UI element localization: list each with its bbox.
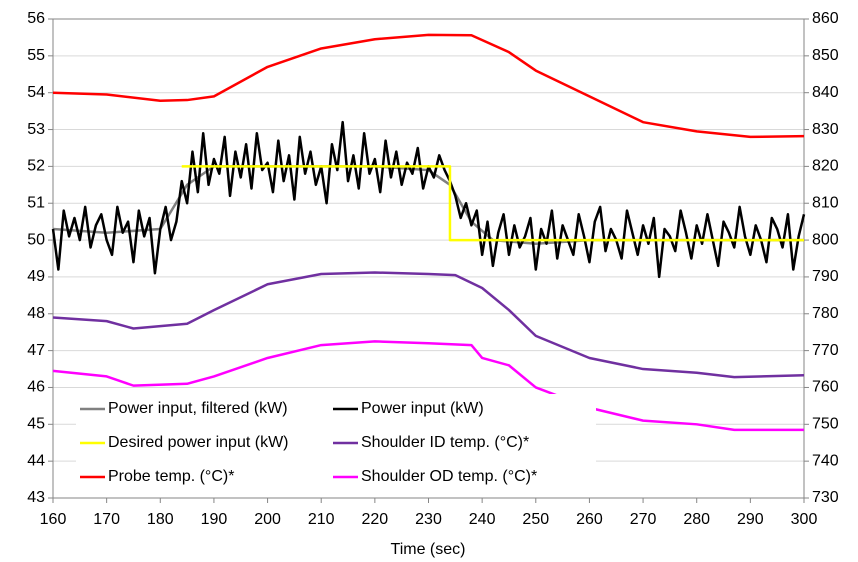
series-line xyxy=(51,120,806,279)
y2-tick-label: 730 xyxy=(812,489,839,506)
legend-label: Power input (kW) xyxy=(361,400,484,417)
y-tick-label: 43 xyxy=(27,489,45,506)
x-tick-label: 160 xyxy=(40,511,67,528)
y2-tick-label: 860 xyxy=(812,10,839,27)
y-tick-label: 51 xyxy=(27,194,45,211)
y2-tick-label: 780 xyxy=(812,305,839,322)
x-tick-label: 290 xyxy=(737,511,764,528)
x-tick-label: 210 xyxy=(308,511,335,528)
legend-label: Probe temp. (°C)* xyxy=(108,468,234,485)
y2-tick-label: 830 xyxy=(812,121,839,138)
x-tick-label: 270 xyxy=(630,511,657,528)
y2-tick-label: 790 xyxy=(812,268,839,285)
y-tick-label: 46 xyxy=(27,379,45,396)
legend-label: Shoulder ID temp. (°C)* xyxy=(361,434,529,451)
y-tick-label: 45 xyxy=(27,416,45,433)
y-tick-label: 55 xyxy=(27,47,45,64)
y2-tick-label: 800 xyxy=(812,231,839,248)
x-tick-label: 220 xyxy=(362,511,389,528)
x-tick-label: 280 xyxy=(683,511,710,528)
y2-tick-label: 850 xyxy=(812,47,839,64)
y-tick-label: 50 xyxy=(27,231,45,248)
series-line xyxy=(52,165,804,246)
x-tick-label: 250 xyxy=(522,511,549,528)
y2-tick-label: 740 xyxy=(812,452,839,469)
x-tick-label: 190 xyxy=(201,511,228,528)
series-line xyxy=(181,165,804,242)
y2-tick-label: 750 xyxy=(812,416,839,433)
legend-label: Shoulder OD temp. (°C)* xyxy=(361,468,537,485)
y-tick-label: 56 xyxy=(27,10,45,27)
y-tick-label: 47 xyxy=(27,342,45,359)
legend-label: Power input, filtered (kW) xyxy=(108,400,288,417)
x-tick-label: 240 xyxy=(469,511,496,528)
y2-tick-label: 760 xyxy=(812,379,839,396)
x-axis-title: Time (sec) xyxy=(391,541,466,558)
y2-tick-label: 840 xyxy=(812,84,839,101)
y-tick-label: 53 xyxy=(27,121,45,138)
y-tick-label: 44 xyxy=(27,452,45,469)
x-tick-label: 260 xyxy=(576,511,603,528)
y2-tick-label: 770 xyxy=(812,342,839,359)
series-line xyxy=(52,271,805,379)
y-tick-label: 54 xyxy=(27,84,45,101)
plot-frame xyxy=(52,18,805,499)
x-tick-label: 180 xyxy=(147,511,174,528)
y-tick-label: 52 xyxy=(27,158,45,175)
y-tick-label: 49 xyxy=(27,268,45,285)
legend-label: Desired power input (kW) xyxy=(108,434,289,451)
x-tick-label: 230 xyxy=(415,511,442,528)
series-line xyxy=(52,340,804,432)
x-tick-label: 300 xyxy=(791,511,818,528)
y2-tick-label: 810 xyxy=(812,194,839,211)
y-tick-label: 48 xyxy=(27,305,45,322)
y2-tick-label: 820 xyxy=(812,158,839,175)
series-line xyxy=(52,33,805,139)
x-tick-label: 200 xyxy=(254,511,281,528)
x-tick-label: 170 xyxy=(93,511,120,528)
